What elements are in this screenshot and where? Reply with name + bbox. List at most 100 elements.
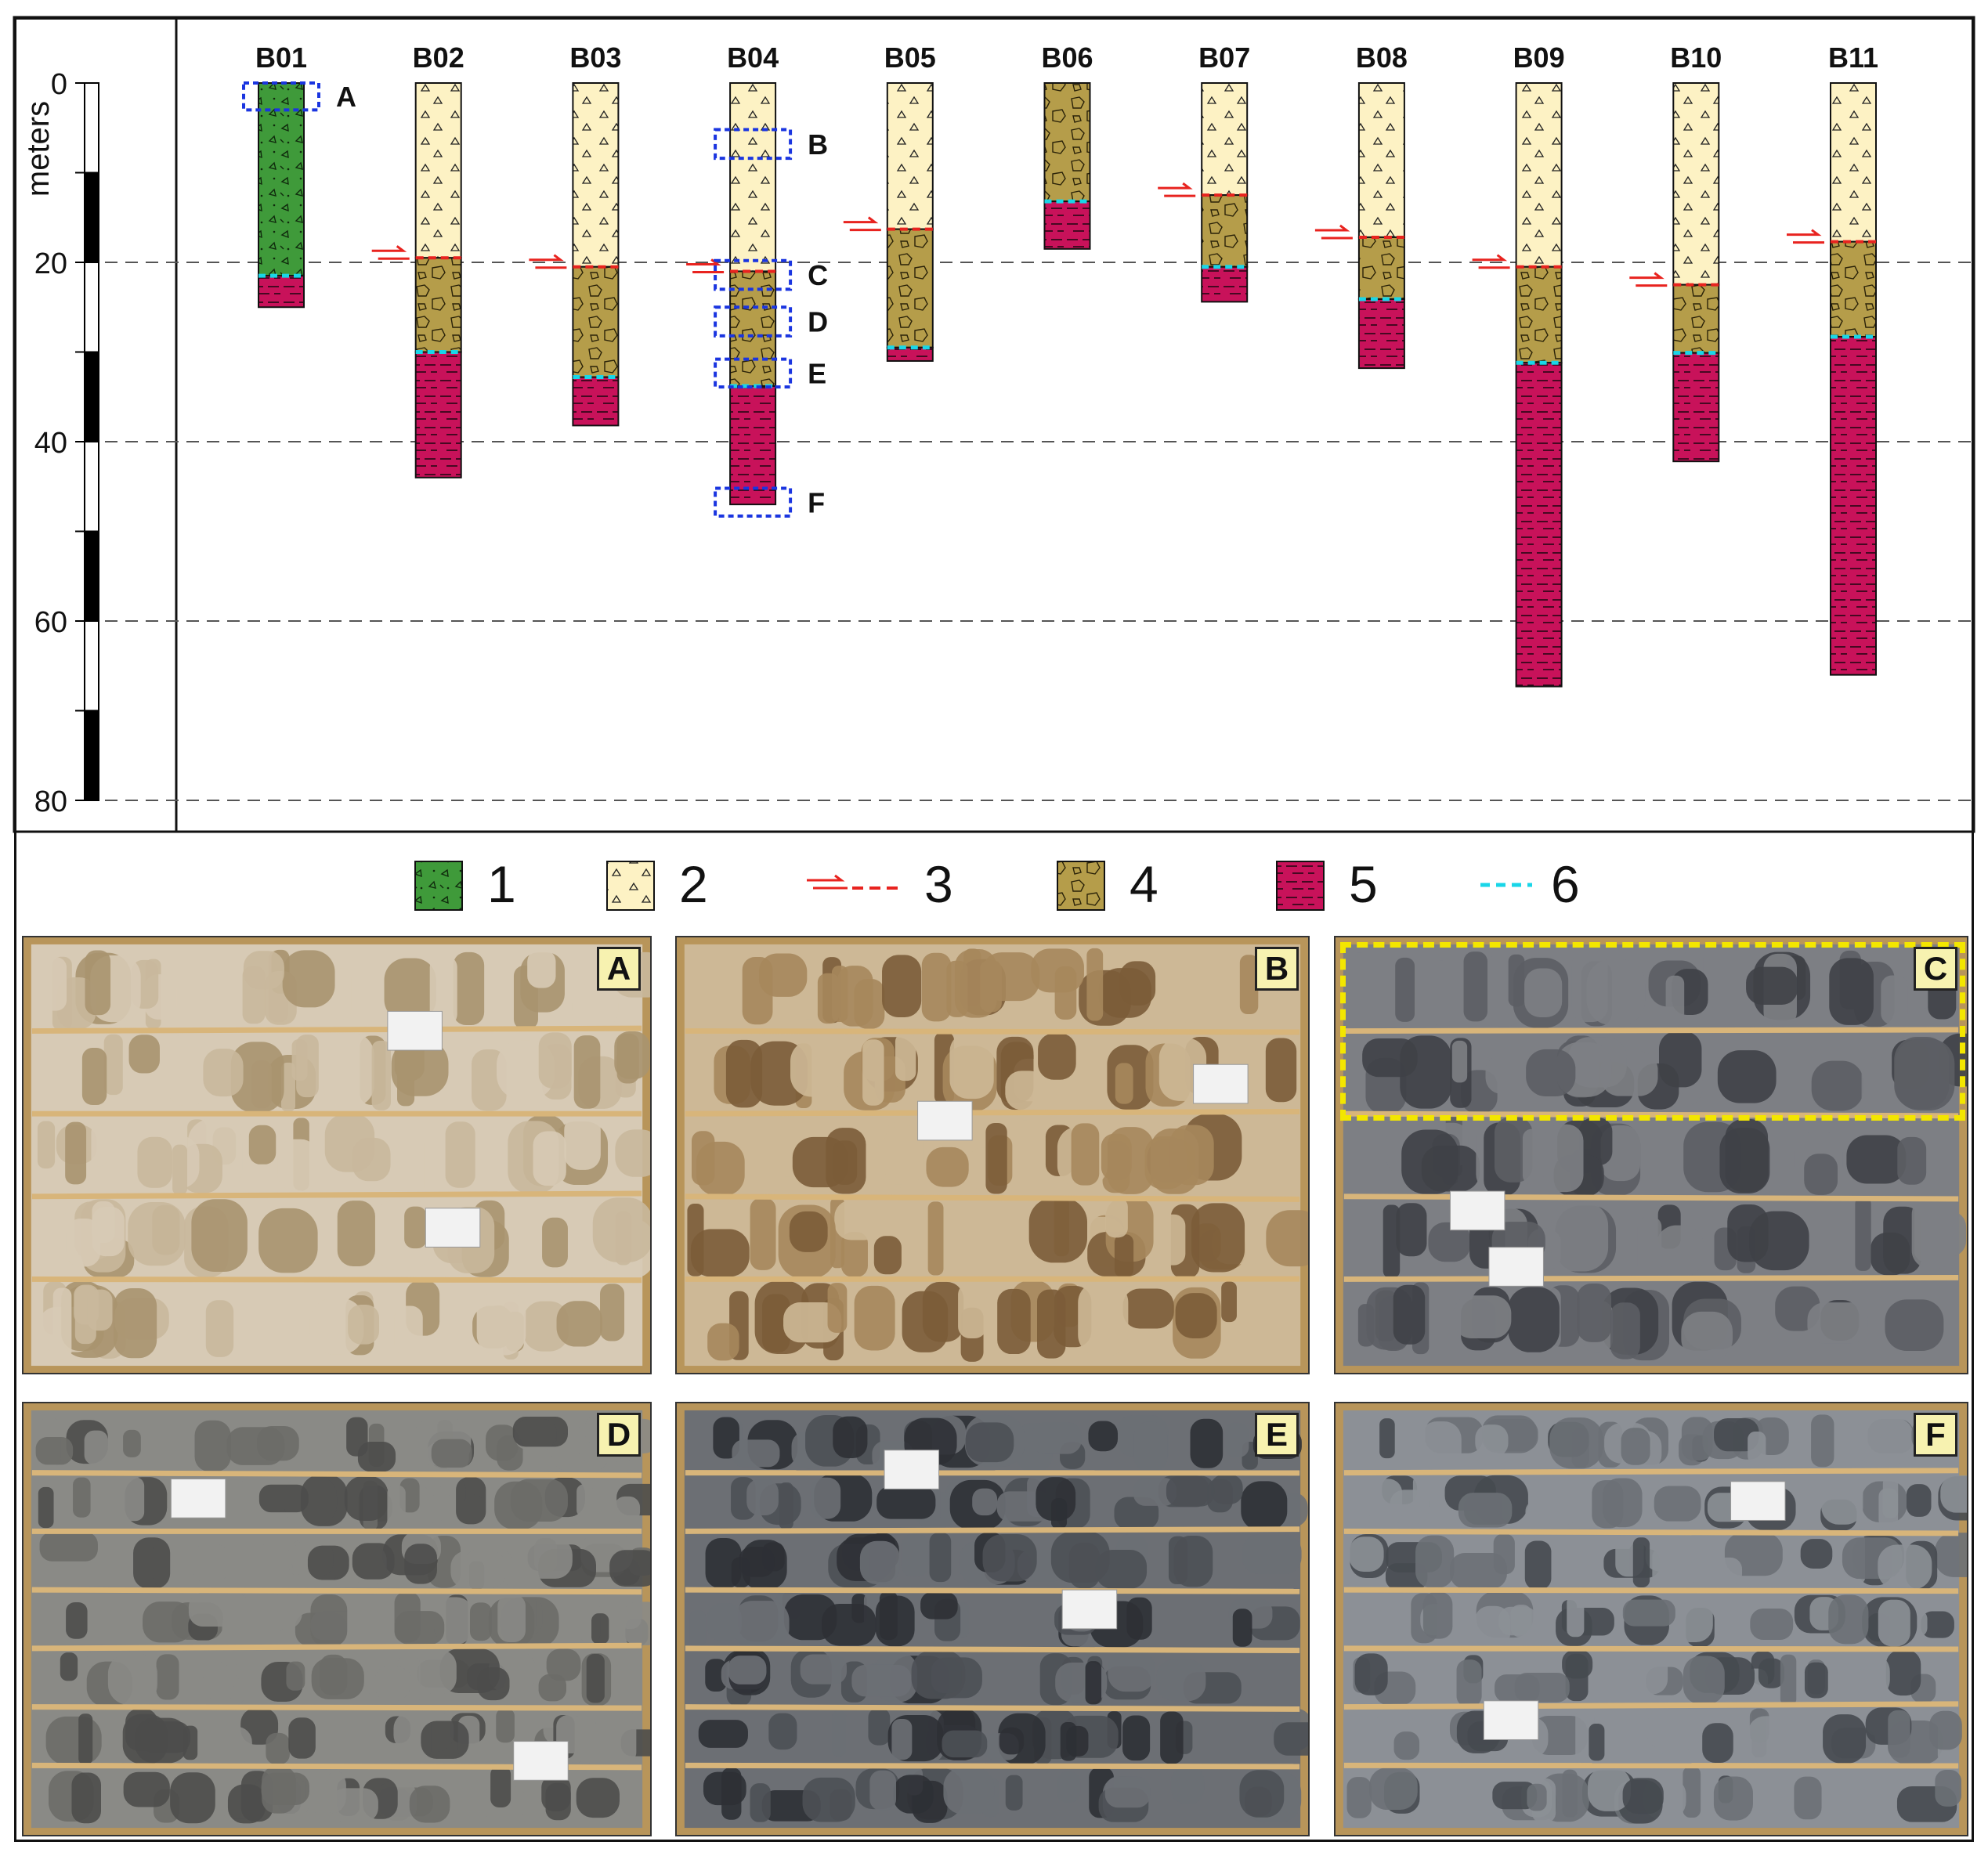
core-fragment [926, 1146, 969, 1187]
core-fragment [1474, 1605, 1511, 1648]
core-fragment [1897, 1136, 1927, 1185]
core-fragment [1349, 1536, 1384, 1572]
core-divider [685, 1109, 1300, 1117]
core-fragment [311, 1658, 364, 1699]
core-fragment [895, 1033, 916, 1081]
core-fragment [1170, 1767, 1205, 1804]
core-fragment [789, 1211, 828, 1252]
core-fragment [707, 1603, 742, 1641]
core-fragment [1748, 1431, 1766, 1464]
sample-box-c: C [714, 258, 828, 291]
core-fragment [1104, 1776, 1151, 1808]
sample-tag [917, 1100, 973, 1141]
core-fragment [337, 1201, 375, 1267]
core-fragment [207, 1726, 252, 1764]
core-fragment [731, 1557, 750, 1588]
core-fragment [533, 1131, 566, 1186]
core-fragment [226, 1427, 285, 1465]
core-fragment [1855, 1197, 1871, 1271]
sample-box-outline [714, 305, 793, 338]
core-fragment [248, 1125, 277, 1165]
core-fragment [997, 1288, 1031, 1355]
core-fragment [310, 1594, 348, 1647]
borehole-b09: B09 [1513, 42, 1565, 688]
core-fragment [123, 1771, 170, 1807]
core-fragment [404, 1544, 437, 1584]
core-fragment [496, 1708, 515, 1743]
layer-unit-2 [729, 82, 777, 273]
core-fragment [1885, 1299, 1944, 1351]
core-fragment [869, 1770, 897, 1811]
layer-unit-5 [886, 346, 934, 362]
core-fragment [140, 1721, 191, 1753]
layer-unit-5 [572, 376, 620, 427]
core-fragment [1393, 1731, 1420, 1760]
core-fragment [1368, 1479, 1403, 1526]
core-fragment [395, 1611, 445, 1645]
core-fragment [1101, 1133, 1132, 1181]
core-fragment [1878, 1599, 1910, 1647]
core-fragment [1804, 1662, 1828, 1699]
core-fragment [800, 1654, 848, 1684]
core-fragment [1032, 1422, 1082, 1454]
core-fragment [689, 1610, 707, 1647]
fault-marker [371, 245, 461, 260]
core-fragment [1122, 1715, 1151, 1761]
core-fragment [450, 1551, 507, 1589]
layer-unit-5 [1672, 352, 1720, 463]
layer-unit-5 [729, 385, 777, 506]
core-fragment [409, 1786, 450, 1823]
sample-box-d: D [714, 305, 828, 338]
core-fragment [1830, 1652, 1890, 1699]
core-fragment [404, 1206, 427, 1249]
core-fragment [1622, 1778, 1664, 1814]
layer-unit-5 [1357, 298, 1405, 370]
core-photo-f: F [1334, 1402, 1968, 1836]
core-fragment [779, 1482, 793, 1529]
core-fragment [52, 1287, 72, 1360]
sample-box-label: F [808, 486, 825, 518]
core-fragment [609, 1550, 650, 1587]
borehole-b05: B05 [884, 42, 936, 362]
layer-unit-4 [414, 257, 462, 353]
core-fragment [1821, 1476, 1863, 1525]
core-fragment [783, 1302, 842, 1343]
core-fragment [262, 1766, 296, 1814]
legend-label: 1 [487, 855, 516, 913]
sample-box-a: A [242, 81, 356, 113]
core-fragment [1354, 1653, 1388, 1695]
core-fragment [1060, 1722, 1077, 1761]
core-fragment [1935, 1769, 1961, 1807]
sample-tag [1730, 1481, 1786, 1521]
core-fragment [1346, 1777, 1372, 1818]
core-fragment [258, 1484, 309, 1513]
core-fragment [573, 1035, 601, 1109]
core-fragment [1878, 1544, 1932, 1590]
core-fragment [394, 1305, 423, 1356]
y-tick-label: 80 [34, 785, 67, 818]
core-fragment [1133, 1478, 1177, 1506]
core-divider [1343, 1027, 1959, 1035]
photo-label: B [1255, 947, 1299, 991]
core-fragment [1221, 1281, 1237, 1323]
core-fragment [1586, 959, 1646, 1026]
core-fragment [1232, 1609, 1252, 1647]
core-fragment [128, 1035, 160, 1074]
core-fragment [301, 1475, 348, 1526]
core-fragment [1396, 1203, 1427, 1257]
core-fragment [768, 1713, 797, 1750]
core-fragment [920, 1591, 958, 1619]
legend-label: 2 [679, 855, 708, 913]
core-fragment [497, 1435, 523, 1471]
core-fragment [949, 1032, 994, 1100]
core-photo-d: D [22, 1402, 652, 1836]
core-fragment [1589, 1724, 1605, 1761]
core-divider [31, 1470, 642, 1479]
borehole-label: B05 [884, 42, 936, 74]
core-fragment [551, 1433, 609, 1471]
layer-unit-5 [1830, 336, 1877, 676]
core-fragment [1811, 1414, 1834, 1468]
core-fragment [943, 1767, 995, 1814]
core-photo-e: E [675, 1402, 1310, 1836]
core-fragment [1105, 1197, 1128, 1238]
